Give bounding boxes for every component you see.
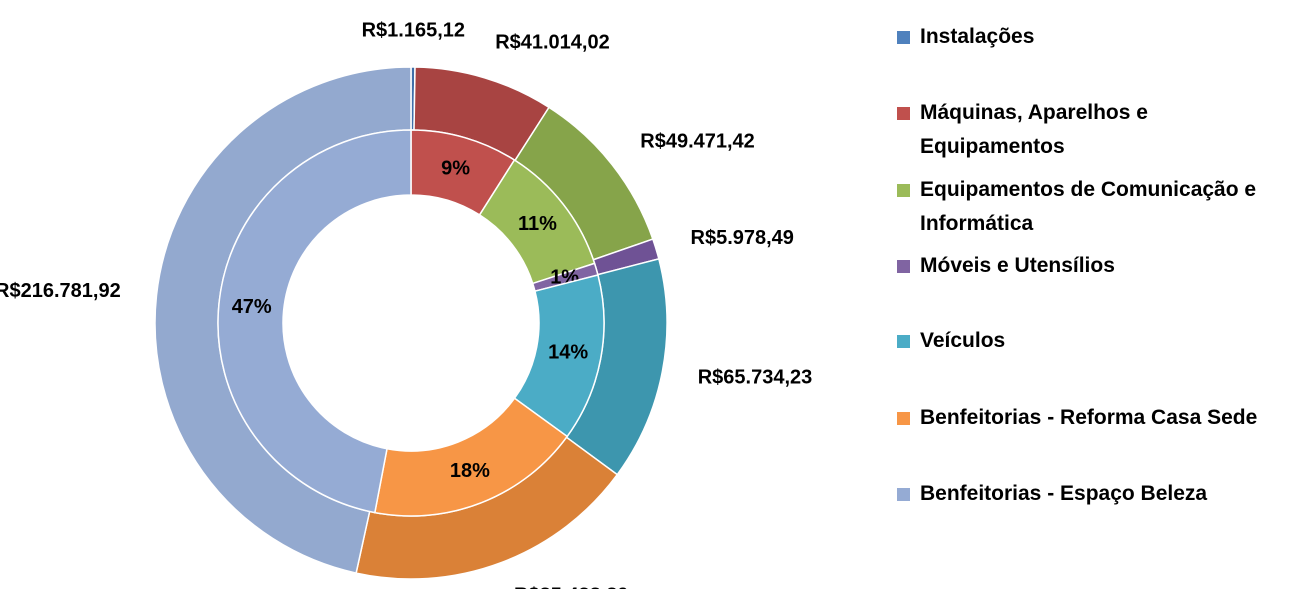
data-label: R$216.781,92 bbox=[0, 280, 121, 302]
data-label: R$5.978,49 bbox=[691, 227, 794, 249]
legend-label: Veículos bbox=[920, 329, 1006, 352]
donut-slice bbox=[217, 129, 412, 514]
data-label: R$41.014,02 bbox=[495, 32, 610, 54]
data-label: 11% bbox=[518, 213, 557, 235]
data-label: R$1.165,12 bbox=[362, 19, 465, 41]
legend-label: Máquinas, Aparelhos e Equipamentos bbox=[920, 101, 1148, 158]
legend-swatch bbox=[897, 107, 910, 120]
legend-entry: Máquinas, Aparelhos e Equipamentos bbox=[897, 96, 1297, 164]
data-label: 14% bbox=[548, 341, 588, 363]
legend-swatch bbox=[897, 260, 910, 273]
legend-entry: Móveis e Utensílios bbox=[897, 249, 1297, 283]
data-label: 18% bbox=[450, 460, 490, 482]
legend-label: Móveis e Utensílios bbox=[920, 254, 1115, 277]
data-label: R$49.471,42 bbox=[640, 130, 755, 152]
legend-entry: Equipamentos de Comunicação e Informátic… bbox=[897, 173, 1297, 241]
legend-swatch bbox=[897, 184, 910, 197]
legend-entry: Benfeitorias - Reforma Casa Sede bbox=[897, 401, 1297, 435]
legend-swatch bbox=[897, 335, 910, 348]
legend-label: Benfeitorias - Reforma Casa Sede bbox=[920, 406, 1258, 429]
data-label: 9% bbox=[441, 158, 470, 180]
legend-label: Benfeitorias - Espaço Beleza bbox=[920, 482, 1208, 505]
legend-entry: Instalações bbox=[897, 20, 1297, 54]
legend-swatch bbox=[897, 488, 910, 501]
legend-label: Instalações bbox=[920, 25, 1035, 48]
data-label: R$65.734,23 bbox=[698, 367, 813, 389]
legend-swatch bbox=[897, 31, 910, 44]
data-label: 47% bbox=[232, 296, 272, 318]
legend-label: Equipamentos de Comunicação e Informátic… bbox=[920, 178, 1257, 235]
legend-entry: Benfeitorias - Espaço Beleza bbox=[897, 477, 1297, 511]
legend-entry: Veículos bbox=[897, 324, 1297, 358]
legend-swatch bbox=[897, 412, 910, 425]
data-label: R$85.438,89 bbox=[514, 585, 629, 589]
